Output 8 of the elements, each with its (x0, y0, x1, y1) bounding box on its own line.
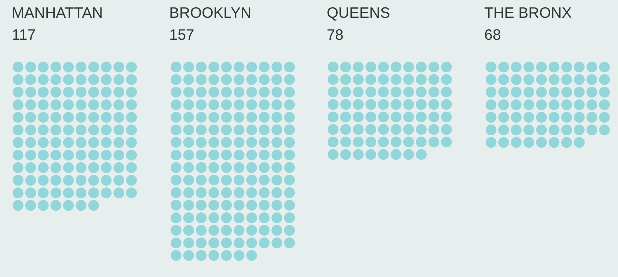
category-label: THE BRONX (484, 5, 572, 22)
category-label: BROOKLYN (170, 5, 252, 22)
data-label: 68 (484, 27, 502, 44)
category-label: QUEENS (327, 5, 390, 22)
data-label: 117 (12, 27, 36, 44)
category-label: MANHATTAN (12, 5, 104, 22)
data-label: 78 (327, 27, 344, 44)
data-label: 157 (170, 27, 195, 44)
